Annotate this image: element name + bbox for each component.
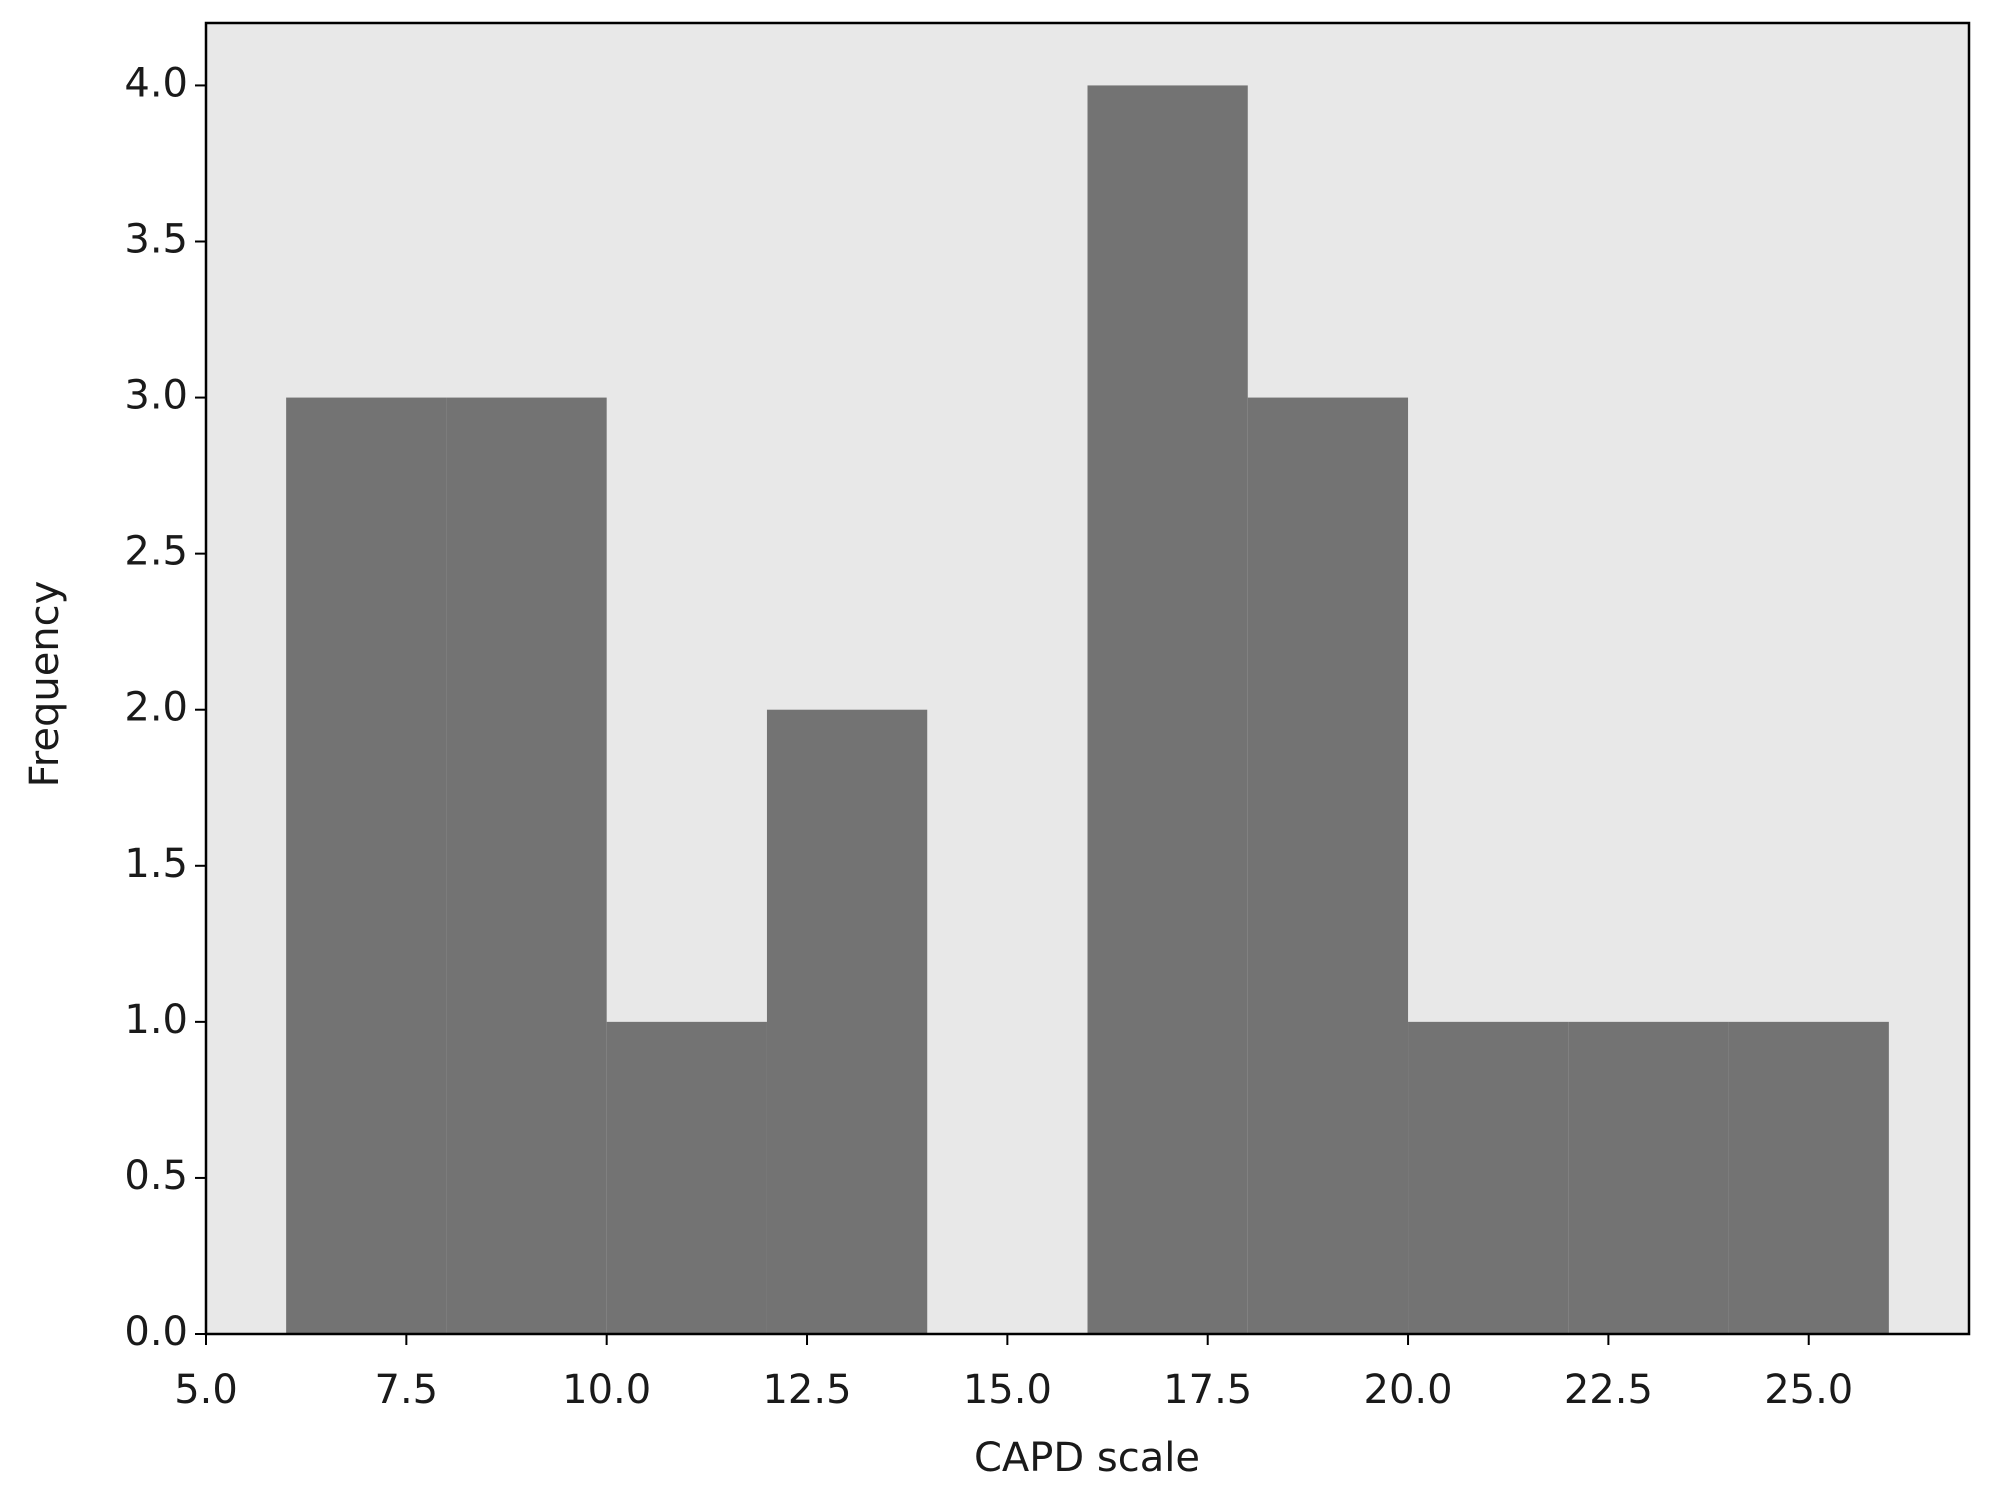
x-tick-label: 25.0 [1764, 1367, 1853, 1413]
bar [766, 709, 928, 1334]
y-tick-label: 1.0 [124, 997, 188, 1043]
x-tick-label: 10.0 [562, 1367, 651, 1413]
y-tick-label: 2.5 [124, 529, 188, 575]
bar [606, 1021, 767, 1334]
y-tick-label: 3.5 [124, 217, 188, 263]
y-tick-label: 2.0 [124, 685, 188, 731]
bar [1247, 397, 1409, 1335]
x-tick-label: 5.0 [174, 1367, 238, 1413]
x-tick-label: 15.0 [963, 1367, 1052, 1413]
bar [1568, 1021, 1729, 1334]
y-tick-label: 3.0 [124, 373, 188, 419]
x-tick-label: 7.5 [375, 1367, 439, 1413]
y-tick-label: 1.5 [124, 841, 188, 887]
x-axis-label: CAPD scale [974, 1435, 1200, 1481]
x-tick-label: 12.5 [762, 1367, 851, 1413]
y-tick-label: 4.0 [124, 60, 188, 106]
bar [1087, 85, 1248, 1334]
y-tick-label: 0.5 [124, 1153, 188, 1199]
plot-frame [204, 21, 1971, 1336]
y-axis-label: Frequency [22, 581, 68, 788]
bar [286, 397, 447, 1335]
x-tick-label: 17.5 [1163, 1367, 1252, 1413]
x-tick-label: 20.0 [1364, 1367, 1453, 1413]
bar [1408, 1021, 1569, 1334]
bar [446, 397, 607, 1335]
bar [1728, 1021, 1889, 1334]
x-tick-label: 22.5 [1564, 1367, 1653, 1413]
y-tick-label: 0.0 [124, 1309, 188, 1355]
